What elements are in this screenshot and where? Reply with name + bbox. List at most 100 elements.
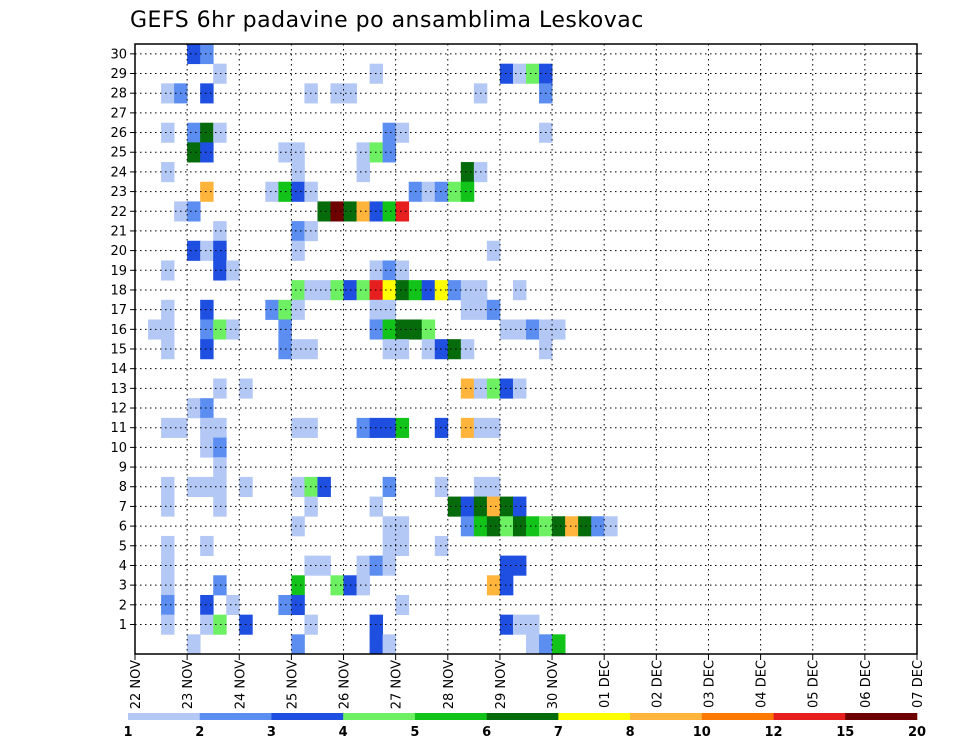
heatmap-cell [317, 555, 331, 576]
y-tick-label: 4 [119, 559, 127, 574]
heatmap-cell [395, 280, 410, 301]
heatmap-cell [213, 319, 227, 340]
heatmap-cell [395, 260, 410, 281]
heatmap-cell [382, 555, 397, 576]
heatmap-cell [460, 417, 475, 438]
heatmap-cell [330, 280, 344, 301]
heatmap-cell [382, 122, 397, 143]
heatmap-cell [369, 634, 384, 655]
heatmap-cell [200, 44, 214, 65]
y-tick-label: 19 [110, 264, 127, 279]
heatmap-cell [200, 240, 214, 261]
heatmap-cell [187, 634, 201, 655]
x-tick-label: 28 NOV [442, 660, 457, 709]
heatmap-cell [226, 260, 240, 281]
y-tick-label: 8 [119, 480, 127, 495]
heatmap-cell [552, 634, 566, 655]
heatmap-cells [148, 44, 618, 655]
heatmap-cell [213, 260, 227, 281]
heatmap-cell [552, 319, 566, 340]
heatmap-cell [200, 476, 214, 497]
y-tick-label: 23 [110, 185, 127, 200]
heatmap-cell [382, 142, 397, 163]
heatmap-cell [395, 594, 410, 616]
colorbar-label: 4 [339, 725, 348, 740]
heatmap-cell [200, 614, 214, 635]
heatmap-cell [499, 378, 514, 399]
y-tick-label: 25 [110, 146, 127, 161]
heatmap-cell [187, 122, 201, 143]
heatmap-cell [382, 260, 397, 281]
heatmap-cell [161, 83, 175, 104]
y-tick-label: 12 [110, 402, 127, 417]
heatmap-cell [486, 575, 501, 596]
heatmap-cell [486, 516, 501, 537]
heatmap-cell [356, 417, 370, 438]
heatmap-cell [526, 634, 540, 655]
heatmap-cell [421, 181, 436, 202]
heatmap-cell [213, 614, 227, 635]
heatmap-cell [460, 162, 475, 183]
colorbar-label: 5 [410, 725, 419, 740]
colorbar-label: 10 [693, 725, 711, 740]
colorbar: 1 2 3 4 5 6 7 8 10 12 15 20 [123, 713, 926, 740]
heatmap-cell [486, 496, 501, 517]
heatmap-cell [382, 476, 397, 497]
heatmap-cell [161, 319, 175, 340]
colorbar-label: 2 [195, 725, 204, 740]
heatmap-cell [499, 575, 514, 596]
y-tick-label: 26 [110, 126, 127, 141]
heatmap-cell [161, 575, 175, 596]
heatmap-cell [499, 614, 514, 635]
heatmap-cell [460, 280, 475, 301]
heatmap-cell [382, 535, 397, 557]
heatmap-cell [499, 516, 514, 537]
y-tick-label: 6 [119, 520, 127, 535]
y-tick-label: 2 [119, 598, 127, 613]
y-tick-label: 1 [119, 618, 127, 633]
heatmap-cell [512, 378, 527, 399]
colorbar-label: 12 [765, 725, 783, 740]
heatmap-cell [213, 575, 227, 596]
y-tick-label: 20 [110, 244, 127, 259]
heatmap-cell [148, 319, 162, 340]
y-tick-label: 13 [110, 382, 127, 397]
heatmap-cell [356, 575, 370, 596]
y-tick-label: 3 [119, 579, 127, 594]
heatmap-cell [161, 496, 175, 517]
chart-title: GEFS 6hr padavine po ansamblima Leskovac [130, 8, 644, 33]
x-tick-label: 27 NOV [390, 660, 405, 709]
heatmap-cell [526, 63, 540, 84]
heatmap-cell [512, 496, 527, 517]
heatmap-cell [421, 319, 436, 340]
heatmap-cell [213, 221, 227, 242]
heatmap-cell [512, 516, 527, 537]
y-tick-label: 22 [110, 205, 127, 220]
heatmap-cell [213, 378, 227, 399]
colorbar-segment [845, 713, 918, 720]
heatmap-cell [330, 201, 344, 222]
heatmap-cell [187, 398, 201, 419]
heatmap-cell [460, 516, 475, 537]
y-tick-label: 27 [110, 106, 127, 121]
heatmap-cell [226, 319, 240, 340]
x-tick-label: 23 NOV [181, 660, 196, 709]
y-tick-label: 24 [110, 165, 127, 180]
colorbar-segment [773, 713, 846, 720]
heatmap-cell [200, 122, 214, 143]
y-axis-ticks: 1234567891011121314151617181920212223242… [110, 47, 922, 633]
heatmap-cell [421, 280, 436, 301]
x-tick-label: 24 NOV [233, 660, 248, 709]
heatmap-cell [591, 516, 605, 537]
colorbar-segment [343, 713, 416, 720]
heatmap-cell [526, 319, 540, 340]
heatmap-cell [161, 299, 175, 320]
heatmap-cell [200, 299, 214, 320]
heatmap-cell [421, 339, 436, 360]
heatmap-cell [539, 634, 553, 655]
heatmap-cell [356, 201, 370, 222]
heatmap-cell [317, 476, 331, 497]
heatmap-cell [187, 201, 201, 222]
heatmap-cell [330, 83, 344, 104]
